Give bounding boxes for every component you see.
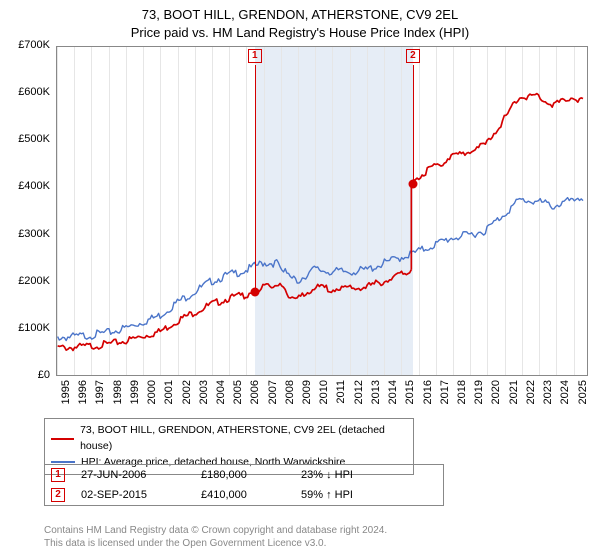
chart-lines <box>57 47 587 375</box>
x-tick-label: 2006 <box>249 380 261 412</box>
legend-swatch-property <box>51 438 74 440</box>
events-table: 1 27-JUN-2006£180,00023% ↓ HPI 2 02-SEP-201… <box>44 464 444 506</box>
event-marker-box: 1 <box>248 49 262 63</box>
x-tick-label: 2002 <box>181 380 193 412</box>
y-tick-label: £600K <box>0 86 50 98</box>
y-tick-label: £100K <box>0 322 50 334</box>
credits: Contains HM Land Registry data © Crown c… <box>44 524 387 550</box>
legend-label-property: 73, BOOT HILL, GRENDON, ATHERSTONE, CV9 … <box>80 423 407 455</box>
event-row-price: £410,000 <box>201 489 301 501</box>
x-tick-label: 2009 <box>301 380 313 412</box>
x-tick-label: 1997 <box>94 380 106 412</box>
x-tick-label: 2019 <box>473 380 485 412</box>
event-row-marker: 2 <box>51 488 65 502</box>
x-tick-label: 2011 <box>335 380 347 412</box>
x-tick-label: 2007 <box>267 380 279 412</box>
y-tick-label: £300K <box>0 228 50 240</box>
x-tick-label: 2000 <box>146 380 158 412</box>
event-row: 2 02-SEP-2015£410,00059% ↑ HPI <box>45 485 443 505</box>
chart-title: 73, BOOT HILL, GRENDON, ATHERSTONE, CV9 … <box>142 7 458 22</box>
x-tick-label: 2022 <box>525 380 537 412</box>
x-tick-label: 2018 <box>456 380 468 412</box>
x-tick-label: 2012 <box>353 380 365 412</box>
x-tick-label: 1996 <box>77 380 89 412</box>
x-tick-label: 2001 <box>163 380 175 412</box>
x-tick-label: 2014 <box>387 380 399 412</box>
y-tick-label: £200K <box>0 275 50 287</box>
event-row-date: 02-SEP-2015 <box>81 489 201 501</box>
y-tick-label: £400K <box>0 180 50 192</box>
legend-row-property: 73, BOOT HILL, GRENDON, ATHERSTONE, CV9 … <box>51 423 407 455</box>
event-row-delta: 23% ↓ HPI <box>301 469 421 481</box>
x-tick-label: 2015 <box>404 380 416 412</box>
x-tick-label: 2004 <box>215 380 227 412</box>
x-tick-label: 1995 <box>60 380 72 412</box>
x-tick-label: 2005 <box>232 380 244 412</box>
y-tick-label: £700K <box>0 39 50 51</box>
y-tick-label: £0 <box>0 369 50 381</box>
x-tick-label: 2023 <box>542 380 554 412</box>
x-tick-label: 2013 <box>370 380 382 412</box>
event-row-delta: 59% ↑ HPI <box>301 489 421 501</box>
event-marker-box: 2 <box>406 49 420 63</box>
x-tick-label: 2008 <box>284 380 296 412</box>
event-row-marker: 1 <box>51 468 65 482</box>
chart-subtitle: Price paid vs. HM Land Registry's House … <box>131 25 469 40</box>
plot-area: 12 <box>56 46 588 376</box>
event-row-price: £180,000 <box>201 469 301 481</box>
credits-line1: Contains HM Land Registry data © Crown c… <box>44 525 387 536</box>
x-tick-label: 2003 <box>198 380 210 412</box>
x-tick-label: 2024 <box>559 380 571 412</box>
x-tick-label: 1998 <box>112 380 124 412</box>
x-tick-label: 2025 <box>577 380 589 412</box>
x-tick-label: 2020 <box>490 380 502 412</box>
x-tick-label: 2017 <box>439 380 451 412</box>
x-tick-label: 2010 <box>318 380 330 412</box>
credits-line2: This data is licensed under the Open Gov… <box>44 538 326 549</box>
x-tick-label: 1999 <box>129 380 141 412</box>
y-tick-label: £500K <box>0 133 50 145</box>
x-tick-label: 2021 <box>508 380 520 412</box>
event-row-date: 27-JUN-2006 <box>81 469 201 481</box>
event-row: 1 27-JUN-2006£180,00023% ↓ HPI <box>45 465 443 485</box>
x-tick-label: 2016 <box>422 380 434 412</box>
